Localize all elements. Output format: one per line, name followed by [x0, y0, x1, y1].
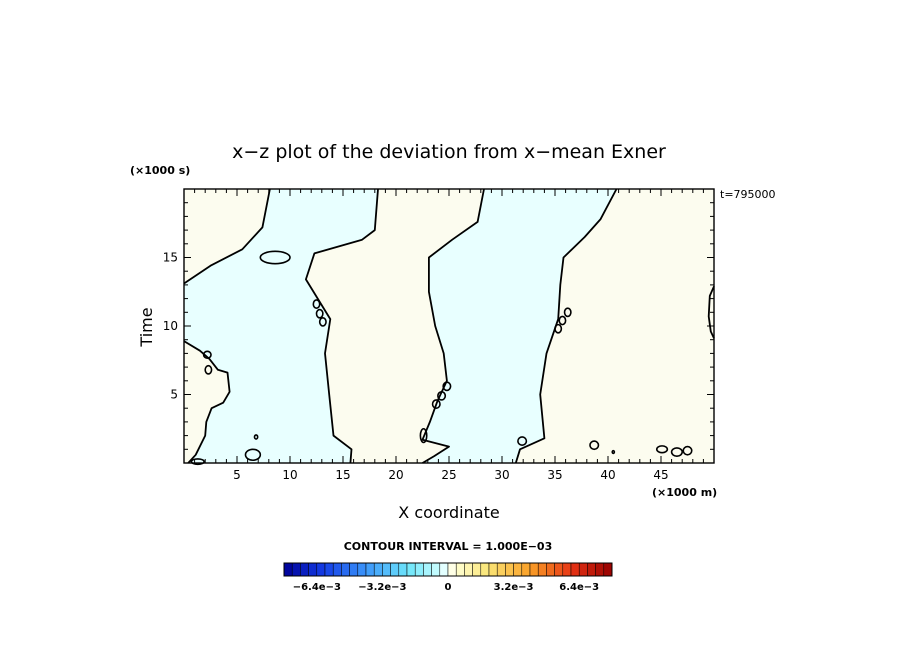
x-axis-unit: (×1000 m)	[652, 486, 717, 499]
y-tick-label: 10	[163, 319, 178, 333]
colorbar-bin	[349, 562, 359, 577]
zero-contour-band2-right	[421, 188, 485, 464]
colorbar-bin	[406, 562, 416, 577]
zero-contour-band3-left	[514, 188, 618, 464]
colorbar-tick-label: 6.4e−3	[559, 582, 599, 593]
y-axis-unit: (×1000 s)	[130, 164, 190, 177]
colorbar-tick-label: −6.4e−3	[293, 582, 341, 593]
closed-contour-6	[431, 399, 441, 410]
zero-contour-right-edge-wiggle	[707, 285, 715, 339]
colorbar-bin	[488, 562, 498, 577]
colorbar-bin	[447, 562, 457, 577]
colorbar-bin	[316, 562, 326, 577]
colorbar-bin	[496, 562, 506, 577]
colorbar-bin	[587, 562, 596, 577]
colorbar-bin	[308, 562, 318, 577]
negative-region-band-1	[184, 189, 378, 463]
colorbar-bin	[570, 562, 580, 577]
colorbar-bin	[546, 562, 555, 577]
closed-contour-8	[442, 381, 452, 392]
y-tick-label: 5	[170, 388, 178, 402]
colorbar-bin	[423, 562, 432, 577]
colorbar-bin	[455, 562, 465, 577]
closed-contour-14	[589, 440, 600, 451]
closed-contour-20	[190, 458, 205, 466]
closed-contour-21	[611, 449, 616, 455]
x-tick-label: 25	[441, 468, 456, 482]
colorbar-bin	[283, 562, 293, 577]
colorbar-bin	[373, 562, 383, 577]
zero-contour-band2-left	[304, 188, 379, 464]
closed-contour-17	[682, 445, 693, 456]
closed-contour-9	[554, 323, 563, 334]
colorbar-bin	[578, 562, 588, 577]
colorbar-bin	[365, 562, 375, 577]
zero-contour-band1-right	[183, 188, 271, 285]
x-tick-label: 15	[335, 468, 350, 482]
colorbar-bin	[480, 562, 490, 577]
colorbar-bin	[414, 562, 424, 577]
closed-contour-15	[655, 445, 669, 454]
colorbar-bin	[505, 562, 514, 577]
closed-contour-19	[253, 434, 259, 440]
closed-contour-13	[517, 436, 528, 446]
x-tick-label: 5	[233, 468, 241, 482]
closed-contour-18	[244, 448, 262, 462]
x-tick-label: 30	[494, 468, 509, 482]
x-tick-label: 45	[653, 468, 668, 482]
colorbar-frame	[283, 562, 613, 577]
chart-title: x−z plot of the deviation from x−mean Ex…	[232, 141, 666, 163]
closed-contour-4	[315, 308, 324, 319]
colorbar-bin	[595, 562, 605, 577]
closed-contour-2	[204, 364, 213, 375]
closed-contour-0	[259, 250, 291, 265]
closed-contour-16	[670, 447, 684, 457]
x-tick-label: 35	[547, 468, 562, 482]
colorbar-bin	[324, 562, 334, 577]
x-tick-label: 10	[282, 468, 297, 482]
closed-contour-5	[318, 316, 327, 327]
colorbar-bin	[398, 562, 408, 577]
y-tick-label: 15	[163, 251, 178, 265]
colorbar-bin	[357, 562, 367, 577]
colorbar-bin	[603, 562, 613, 577]
colorbar-bin	[431, 562, 441, 577]
colorbar-tick-label: 0	[445, 582, 452, 593]
closed-contour-7	[437, 390, 447, 401]
y-axis-label: Time	[137, 307, 156, 347]
colorbar-bin	[537, 562, 547, 577]
colorbar-bin	[562, 562, 572, 577]
closed-contour-10	[558, 315, 567, 326]
colorbar-bin	[291, 562, 301, 577]
x-axis-label: X coordinate	[398, 503, 499, 522]
time-annotation: t=795000	[720, 188, 776, 201]
colorbar-bin	[529, 562, 539, 577]
closed-contour-1	[202, 350, 212, 359]
colorbar-bin	[390, 562, 400, 577]
closed-contour-12	[419, 427, 428, 444]
colorbar-bin	[554, 562, 564, 577]
plot-area	[183, 188, 715, 466]
contour-interval-label: CONTOUR INTERVAL = 1.000E−03	[344, 540, 553, 553]
colorbar-bin	[464, 562, 473, 577]
colorbar: −6.4e−3 −3.2e−3 0 3.2e−3 6.4e−3	[283, 562, 613, 593]
colorbar-bin	[521, 562, 531, 577]
colorbar-bin	[472, 562, 482, 577]
negative-region-band-2	[422, 189, 617, 463]
closed-contour-11	[563, 307, 572, 318]
x-tick-label: 40	[600, 468, 615, 482]
axes: 5 10 15 20 25 30 35 40 45 5 10 15	[163, 188, 715, 482]
colorbar-bin	[341, 562, 350, 577]
colorbar-bin	[382, 562, 391, 577]
colorbar-tick-label: 3.2e−3	[494, 582, 534, 593]
closed-contour-3	[312, 299, 321, 309]
colorbar-bin	[332, 562, 342, 577]
colorbar-bin	[513, 562, 523, 577]
colorbar-bin	[300, 562, 309, 577]
colorbar-tick-label: −3.2e−3	[358, 582, 406, 593]
x-tick-label: 20	[388, 468, 403, 482]
colorbar-bin	[439, 562, 449, 577]
